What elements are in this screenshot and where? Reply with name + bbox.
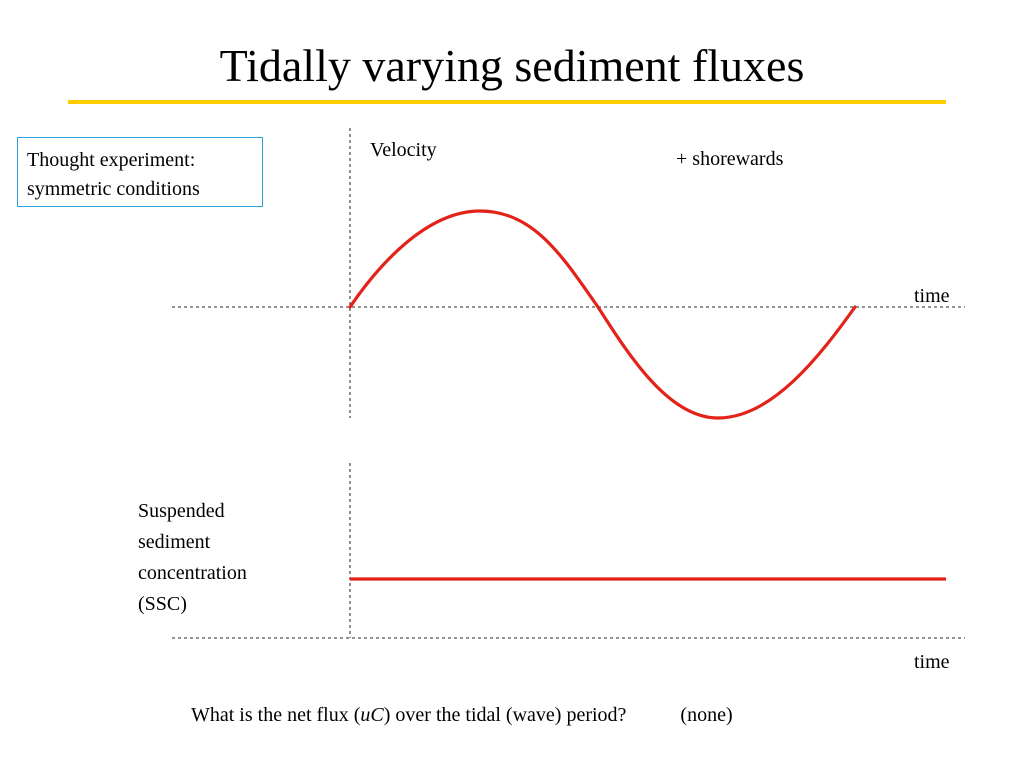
question-text-after: ) over the tidal (wave) period? — [383, 704, 627, 726]
velocity-time-label: time — [914, 285, 950, 307]
ssc-label: Suspended sediment concentration (SSC) — [138, 496, 247, 620]
ssc-label-line-4: (SSC) — [138, 593, 187, 615]
thought-experiment-box: Thought experiment: symmetric conditions — [17, 137, 263, 207]
velocity-curve — [348, 209, 857, 420]
note-line-2: symmetric conditions — [27, 178, 200, 200]
net-flux-question: What is the net flux (uC) over the tidal… — [191, 702, 733, 728]
shorewards-label: + shorewards — [676, 148, 784, 170]
question-u-symbol: u — [360, 704, 371, 726]
slide-title: Tidally varying sediment fluxes — [219, 40, 805, 91]
question-c-symbol: C — [370, 704, 384, 726]
ssc-label-line-1: Suspended — [138, 500, 225, 522]
note-line-1: Thought experiment: — [27, 149, 196, 171]
ssc-label-line-3: concentration — [138, 562, 247, 584]
ssc-label-line-2: sediment — [138, 531, 211, 553]
question-answer: (none) — [680, 704, 733, 726]
ssc-time-label: time — [914, 651, 950, 673]
velocity-label: Velocity — [370, 139, 437, 161]
question-text-before: What is the net flux ( — [191, 704, 361, 726]
title-underline — [68, 100, 946, 104]
